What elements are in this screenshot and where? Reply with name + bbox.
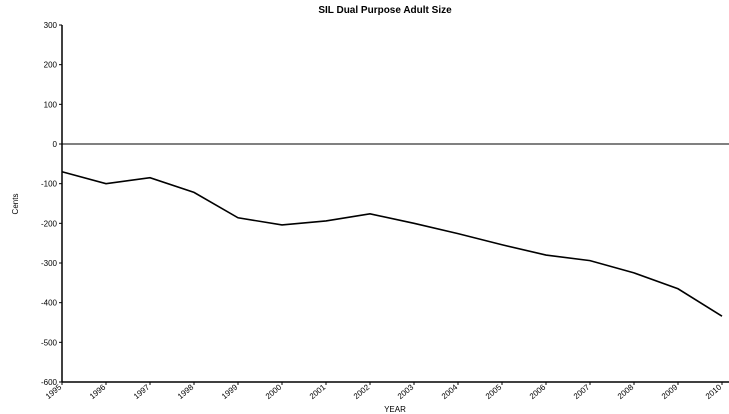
y-tick-label: -600 [41,378,58,387]
x-axis-title: YEAR [384,405,406,414]
y-tick-label: -400 [41,299,58,308]
y-tick-label: -200 [41,219,58,228]
x-tick-label: 2001 [308,382,328,401]
x-tick-label: 2005 [484,382,504,401]
y-tick-label: -100 [41,180,58,189]
x-tick-label: 1998 [176,382,196,401]
line-series [61,170,723,317]
y-tick-label: 100 [44,100,58,109]
y-tick-label: -500 [41,338,58,347]
x-tick-label: 2009 [660,382,680,401]
x-tick-label: 2006 [528,382,548,401]
y-tick-label: 200 [44,61,58,70]
y-axis-title: Cents [11,194,20,215]
y-tick-label: -300 [41,259,58,268]
y-tick-label: 0 [53,140,58,149]
x-tick-label: 1999 [220,382,240,401]
x-tick-label: 2003 [396,382,416,401]
x-tick-label: 2007 [572,382,592,401]
chart-title: SIL Dual Purpose Adult Size [318,5,452,16]
x-tick-label: 2000 [264,382,284,401]
x-tick-label: 2002 [352,382,372,401]
x-tick-label: 2008 [616,382,636,401]
y-tick-label: 300 [44,21,58,30]
x-tick-label: 1997 [132,382,152,401]
x-tick-label: 2004 [440,382,460,401]
x-tick-label: 2010 [704,382,724,401]
x-tick-label: 1996 [88,382,108,401]
